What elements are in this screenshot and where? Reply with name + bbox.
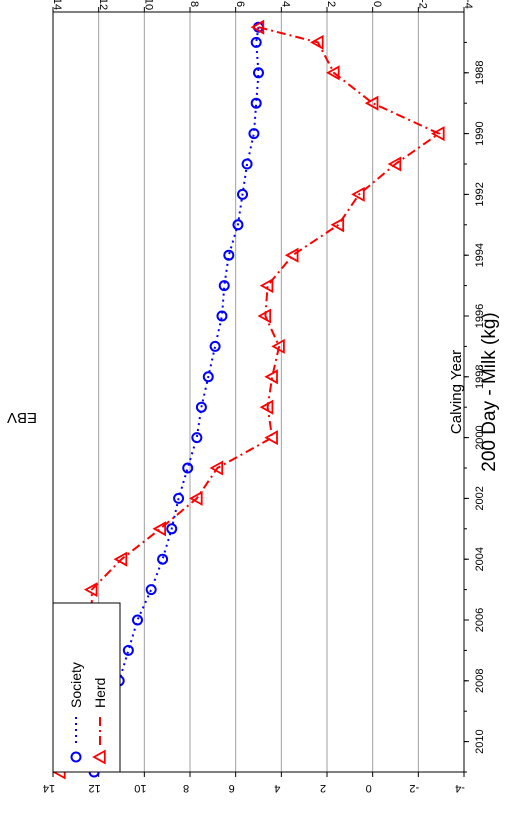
data-point-society (157, 553, 169, 565)
x-tick-label: 2004 (474, 547, 486, 571)
y-tick-label-bottom: 4 (274, 782, 280, 794)
y-tick-label-top: 6 (234, 1, 246, 7)
data-point-society (218, 280, 230, 292)
y-tick-label-bottom: 6 (229, 782, 235, 794)
y-tick-label-top: 4 (279, 1, 291, 7)
x-tick-label: 2010 (474, 729, 486, 753)
data-point-society (232, 219, 244, 231)
data-point-herd (364, 95, 379, 111)
data-point-herd (284, 247, 299, 263)
data-point-society (241, 158, 253, 170)
y-tick-label-top: -2 (416, 0, 428, 9)
x-tick-label: 2000 (474, 425, 486, 449)
data-point-herd (188, 490, 203, 506)
legend-box (52, 602, 121, 773)
y-tick-label-top: 2 (325, 1, 337, 7)
y-tick-label-bottom: -4 (455, 782, 465, 794)
data-point-herd (83, 582, 98, 598)
data-point-society (250, 36, 262, 48)
data-point-herd (250, 19, 265, 35)
data-point-herd (326, 65, 340, 81)
y-tick-label-bottom: 12 (89, 782, 101, 794)
legend-marker-herd (92, 749, 106, 765)
plot-background (53, 12, 464, 772)
x-tick-label: 1998 (474, 365, 486, 389)
data-point-herd (113, 551, 128, 567)
data-point-society (253, 67, 264, 79)
data-point-society (182, 462, 194, 474)
data-point-herd (351, 186, 365, 202)
data-point-society (122, 644, 134, 656)
y-axis-title: EBV (7, 409, 37, 426)
data-point-herd (310, 34, 324, 50)
data-point-herd (330, 217, 345, 233)
y-tick-label-top: 8 (188, 1, 200, 7)
x-tick-label: 1988 (474, 61, 486, 85)
plot-area: -4 -4 -2 -2 0 0 2 2 4 4 6 6 8 8 10 10 12 12 14 14 1988 1990 19… (43, 0, 486, 794)
data-point-society (237, 188, 249, 200)
data-point-society (250, 97, 262, 109)
y-tick-label-top: 0 (371, 1, 383, 7)
x-tick-label: 2002 (474, 486, 486, 510)
data-point-herd (387, 156, 402, 172)
data-point-society (166, 523, 178, 535)
data-point-society (191, 432, 203, 444)
x-tick-label: 1996 (474, 304, 486, 328)
data-point-society (145, 584, 157, 596)
y-tick-label-top: 14 (51, 0, 63, 10)
data-point-society (173, 492, 185, 504)
y-tick-label-top: 10 (142, 0, 154, 10)
x-tick-label: 1990 (474, 121, 486, 145)
legend-label-herd: Herd (92, 678, 108, 708)
data-point-society (209, 340, 221, 352)
data-point-herd (257, 308, 272, 324)
data-point-herd (209, 460, 224, 476)
data-point-society (223, 249, 235, 261)
y-tick-label-top: -4 (462, 0, 474, 9)
data-point-herd (264, 430, 278, 446)
y-tick-label-bottom: 8 (183, 782, 189, 794)
x-tick-label: 1992 (474, 182, 486, 206)
data-point-herd (152, 521, 167, 537)
data-point-society (131, 614, 143, 626)
data-point-herd (431, 126, 445, 142)
y-tick-label-bottom: -2 (409, 782, 419, 794)
plot-frame (52, 11, 465, 773)
x-axis-title: Calving Year (448, 350, 465, 434)
x-tick-label: 2006 (474, 608, 486, 632)
y-tick-label-bottom: 10 (134, 782, 146, 794)
data-point-herd (264, 369, 278, 385)
y-tick-label-bottom: 14 (43, 782, 55, 794)
data-point-society (195, 401, 207, 413)
y-tick-label-bottom: 0 (366, 782, 372, 794)
legend-marker-society (70, 751, 82, 763)
data-point-society (248, 128, 260, 140)
x-tick-label: 2008 (474, 669, 486, 693)
data-point-herd (271, 338, 285, 354)
y-tick-label-top: 12 (97, 0, 109, 10)
y-tick-label-bottom: 2 (320, 782, 326, 794)
x-tick-label: 1994 (474, 243, 486, 267)
data-point-herd (259, 399, 274, 415)
data-point-herd (259, 278, 274, 294)
data-point-society (216, 310, 228, 322)
chart-title: 200 Day - Milk (kg) (479, 312, 500, 471)
legend-label-society: Society (68, 662, 84, 708)
data-point-society (202, 371, 214, 383)
